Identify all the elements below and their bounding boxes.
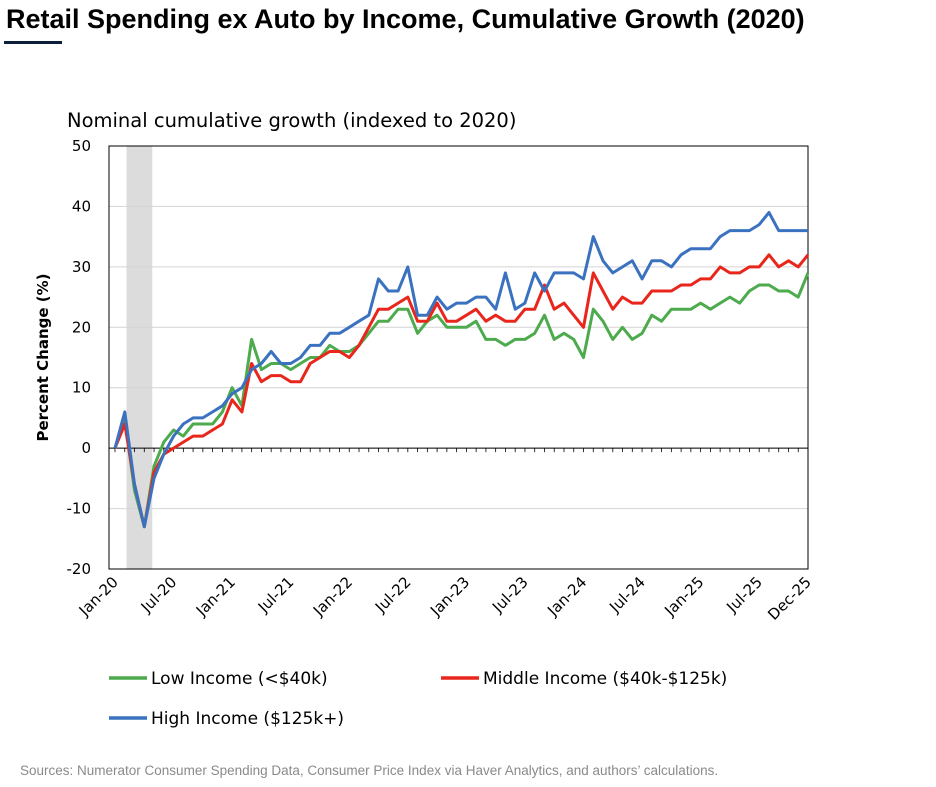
y-tick-label: 30: [72, 258, 91, 276]
source-note: Sources: Numerator Consumer Spending Dat…: [20, 763, 719, 778]
series-line-0: [113, 272, 810, 529]
plot-border: [108, 145, 809, 570]
x-tick-label: Jul-21: [254, 573, 298, 617]
x-tick-label: Jul-22: [371, 573, 415, 617]
legend-label: High Income ($125k+): [151, 709, 344, 729]
y-tick-label: 10: [72, 379, 91, 397]
page-title: Retail Spending ex Auto by Income, Cumul…: [6, 4, 805, 34]
x-tick-label: Jan-22: [309, 573, 356, 620]
x-tick-label: Jan-20: [75, 573, 122, 620]
y-tick-label: -10: [67, 500, 92, 518]
chart-title: Nominal cumulative growth (indexed to 20…: [67, 109, 517, 132]
y-tick-label: -20: [67, 560, 92, 578]
x-tick-label: Jul-20: [137, 573, 181, 617]
title-underline: [4, 41, 62, 44]
x-tick-label: Jan-21: [192, 573, 239, 620]
x-tick-label: Jan-25: [660, 573, 707, 620]
x-tick-label: Jan-24: [543, 573, 590, 620]
legend-label: Low Income (<$40k): [151, 669, 328, 689]
x-tick-label: Jul-23: [488, 573, 532, 617]
y-tick-label: 50: [72, 137, 91, 155]
legend-label: Middle Income ($40k-$125k): [483, 669, 727, 689]
y-tick-label: 20: [72, 318, 91, 336]
y-axis-label: Percent Change (%): [34, 273, 52, 441]
y-tick-label: 40: [72, 197, 91, 215]
series-line-2: [113, 211, 808, 529]
series-line-1: [113, 253, 810, 529]
x-tick-label: Jul-25: [722, 573, 766, 617]
x-tick-label: Jul-24: [605, 573, 649, 617]
x-tick-label: Jan-23: [426, 573, 473, 620]
x-tick-label: Dec-25: [764, 573, 815, 624]
y-tick-label: 0: [81, 439, 91, 457]
